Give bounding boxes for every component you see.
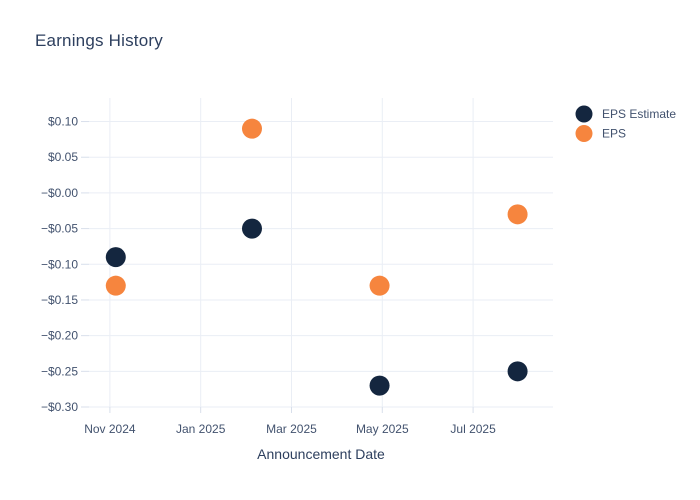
x-tick-label: Mar 2025	[266, 422, 317, 436]
data-point-eps-estimate[interactable]	[369, 375, 390, 396]
x-tick-label: May 2025	[356, 422, 409, 436]
data-point-eps-estimate[interactable]	[241, 218, 262, 239]
y-tick-label: −$0.15	[41, 293, 78, 307]
x-axis-title: Announcement Date	[257, 446, 385, 462]
x-tick-label: Jan 2025	[176, 422, 226, 436]
chart-title: Earnings History	[35, 31, 163, 50]
data-point-eps[interactable]	[241, 118, 262, 139]
data-point-eps-estimate[interactable]	[105, 247, 126, 268]
y-tick-label: −$0.20	[41, 329, 78, 343]
y-tick-label: −$0.10	[41, 257, 78, 271]
y-tick-label: −$0.00	[41, 186, 78, 200]
data-point-eps[interactable]	[507, 204, 528, 225]
y-tick-label: −$0.05	[41, 222, 78, 236]
data-point-eps-estimate[interactable]	[507, 361, 528, 382]
x-tick-label: Nov 2024	[84, 422, 136, 436]
data-point-eps[interactable]	[369, 275, 390, 296]
y-tick-label: $0.05	[48, 150, 78, 164]
legend-marker-eps	[575, 125, 593, 142]
legend-label-eps: EPS	[602, 127, 626, 141]
legend-label-eps-estimate: EPS Estimate	[602, 107, 676, 121]
y-tick-label: −$0.30	[41, 400, 78, 414]
y-tick-label: $0.10	[48, 115, 78, 129]
y-tick-label: −$0.25	[41, 364, 78, 378]
legend-item-eps[interactable]: EPS	[575, 125, 627, 142]
x-tick-label: Jul 2025	[450, 422, 496, 436]
data-point-eps[interactable]	[105, 275, 126, 296]
legend-marker-eps-estimate	[575, 105, 593, 123]
legend-item-eps-estimate[interactable]: EPS Estimate	[575, 105, 677, 123]
